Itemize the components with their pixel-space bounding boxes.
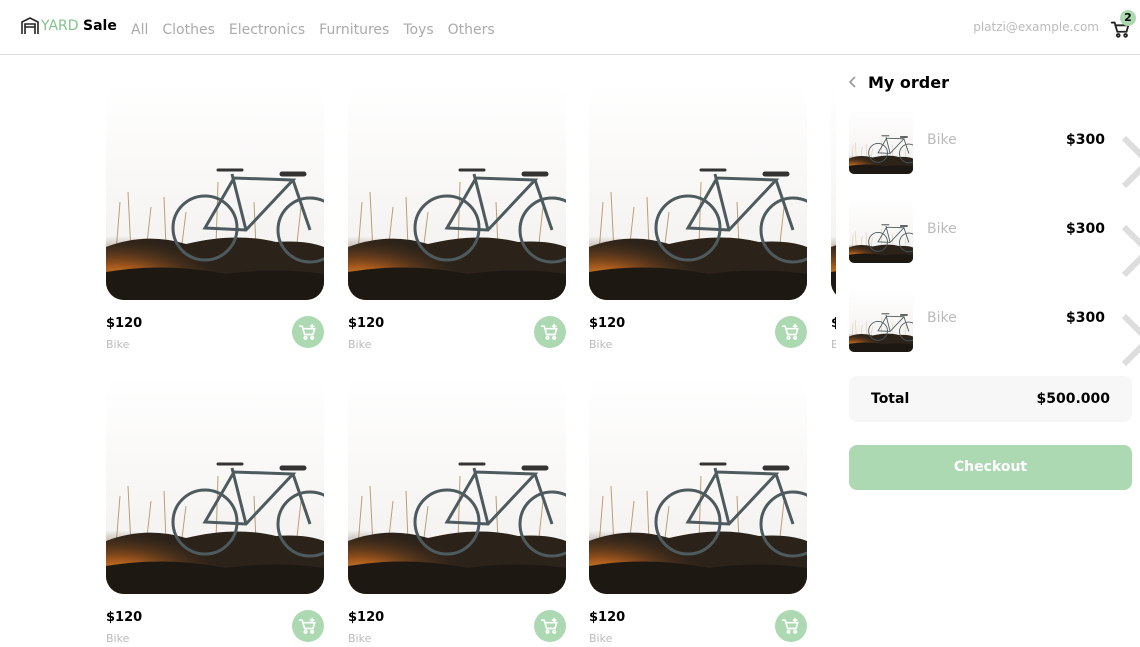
add-to-cart-button[interactable]: [775, 610, 807, 642]
add-icon: [781, 322, 801, 342]
order-item-image: [849, 288, 913, 352]
product-card: $120 Bike: [348, 82, 566, 352]
order-item: Bike $300: [849, 199, 1140, 278]
add-to-cart-button[interactable]: [534, 610, 566, 642]
logo-sale: Sale: [83, 18, 117, 34]
order-item-name: Bike: [927, 310, 957, 326]
order-item-price: $300: [1066, 310, 1105, 326]
remove-icon: [1121, 313, 1140, 367]
product-image: [106, 82, 324, 300]
add-icon: [298, 616, 318, 636]
product-image: [348, 82, 566, 300]
product-card: $120 Bike: [589, 82, 807, 352]
order-item: Bike $300: [849, 110, 1140, 189]
total-label: Total: [871, 391, 910, 407]
cart-button[interactable]: 2: [1110, 10, 1136, 40]
total-box: Total $500.000: [849, 376, 1132, 422]
order-item-price: $300: [1066, 132, 1105, 148]
product-name: Bike: [348, 632, 372, 645]
nav-link[interactable]: Toys: [403, 22, 434, 38]
product-price: $120: [106, 316, 143, 331]
product-price: $120: [106, 610, 143, 625]
product-name: Bike: [106, 632, 130, 645]
nav-link[interactable]: Electronics: [228, 22, 306, 38]
remove-icon: [1121, 224, 1140, 278]
order-item-image: [849, 199, 913, 263]
product-name: Bike: [589, 338, 613, 351]
total-value: $500.000: [1036, 391, 1110, 407]
nav-link[interactable]: All: [131, 22, 149, 38]
product-card: $120 Bike: [348, 376, 566, 646]
product-price: $120: [589, 316, 626, 331]
remove-button[interactable]: [1116, 130, 1140, 189]
remove-icon: [1121, 135, 1140, 189]
add-icon: [540, 616, 560, 636]
checkout-button[interactable]: Checkout: [849, 445, 1132, 490]
product-image: [106, 376, 324, 594]
product-card: $120 Bike: [589, 376, 807, 646]
add-to-cart-button[interactable]: [775, 316, 807, 348]
product-image: [348, 376, 566, 594]
product-price: $120: [348, 316, 385, 331]
logo-icon: [21, 17, 39, 34]
cart-count: 2: [1120, 10, 1136, 26]
order-title: My order: [868, 73, 949, 92]
nav: All Clothes Electronics Furnitures Toys Other…: [131, 19, 509, 38]
add-icon: [540, 322, 560, 342]
add-to-cart-button[interactable]: [534, 316, 566, 348]
add-icon: [781, 616, 801, 636]
nav-link[interactable]: Others: [447, 22, 495, 38]
product-image: [589, 376, 807, 594]
order-item-price: $300: [1066, 221, 1105, 237]
email[interactable]: platzi@example.com: [973, 20, 1099, 34]
product-name: Bike: [106, 338, 130, 351]
nav-link[interactable]: Clothes: [162, 22, 215, 38]
order-item-name: Bike: [927, 221, 957, 237]
remove-button[interactable]: [1116, 219, 1140, 278]
product-price: $120: [589, 610, 626, 625]
logo[interactable]: YARD Sale: [41, 18, 117, 34]
product-image: [589, 82, 807, 300]
back-button[interactable]: [848, 76, 858, 88]
nav-link[interactable]: Furnitures: [319, 22, 390, 38]
header: YARD Sale All Clothes Electronics Furniture…: [0, 0, 1140, 55]
order-item: Bike $300: [849, 288, 1140, 367]
product-price: $120: [348, 610, 385, 625]
product-name: Bike: [589, 632, 613, 645]
order-panel: My order Bike $300 Bike $300 Bike $300 Total …: [836, 56, 1140, 496]
add-to-cart-button[interactable]: [292, 316, 324, 348]
remove-button[interactable]: [1116, 308, 1140, 367]
add-to-cart-button[interactable]: [292, 610, 324, 642]
product-card: $120 Bike: [106, 376, 324, 646]
logo-yard: YARD: [41, 18, 79, 34]
order-item-image: [849, 110, 913, 174]
order-item-name: Bike: [927, 132, 957, 148]
product-name: Bike: [348, 338, 372, 351]
product-card: $120 Bike: [106, 82, 324, 352]
add-icon: [298, 322, 318, 342]
